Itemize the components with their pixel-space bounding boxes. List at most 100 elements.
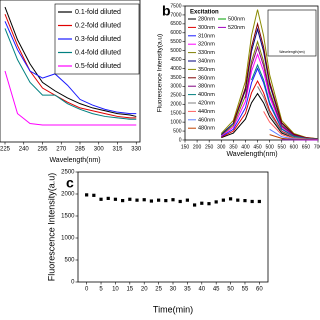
y-tick-label: 2000: [61, 192, 75, 198]
x-tick-label: 225: [0, 147, 11, 153]
x-tick-label: 450: [253, 144, 262, 150]
legend-label: 310nm: [198, 33, 215, 39]
y-tick-label: 2000: [170, 102, 181, 108]
y-tick-label: 6000: [170, 30, 181, 36]
panel-label: c: [66, 175, 74, 191]
inset-frame: [267, 9, 317, 57]
plot-frame: [0, 0, 141, 143]
point: [121, 199, 125, 203]
point: [257, 199, 261, 204]
point: [221, 198, 225, 202]
x-tick-label: 5: [99, 287, 103, 293]
y-tick-label: 500: [64, 258, 75, 264]
legend-label: 330nm: [198, 50, 215, 56]
point: [113, 197, 118, 201]
point: [214, 200, 218, 204]
x-tick-label: 250: [205, 144, 214, 150]
y-tick-label: 1000: [170, 119, 181, 125]
point: [106, 196, 110, 200]
y-tick-label: 500: [173, 128, 182, 134]
point: [178, 199, 182, 204]
x-tick-label: 600: [290, 144, 299, 150]
x-tick-label: 10: [112, 287, 119, 293]
legend-label: 350nm: [198, 67, 215, 73]
x-tick-label: 0: [85, 287, 89, 293]
series-line: [220, 9, 319, 140]
x-tick-label: 35: [184, 287, 191, 293]
x-tick-label: 200: [193, 144, 202, 150]
point: [99, 197, 103, 201]
legend-label: 0.3-fold diluted: [75, 36, 121, 43]
x-tick-label: 20: [141, 287, 148, 293]
x-axis-label: Time(min): [153, 304, 193, 314]
point: [85, 193, 89, 197]
y-tick-label: 4500: [170, 57, 181, 63]
x-tick-label: 45: [213, 287, 220, 293]
x-tick-label: 25: [155, 287, 162, 293]
x-tick-label: 400: [241, 144, 250, 150]
point: [164, 199, 168, 203]
inset-x-label: Wavelength(nm): [279, 50, 305, 54]
legend-label: 0.4-fold diluted: [75, 49, 121, 56]
y-tick-label: 2500: [170, 93, 181, 99]
x-tick-label: 240: [19, 147, 30, 153]
y-axis-label: Fluorescence Intensity(a.u): [157, 34, 164, 112]
point: [250, 199, 254, 204]
legend-label: 340nm: [198, 58, 215, 64]
x-tick-label: 315: [112, 147, 123, 153]
legend-label: 300nm: [198, 25, 215, 31]
y-tick-label: 3500: [170, 75, 181, 81]
legend-label: 280nm: [198, 16, 215, 22]
series-line: [251, 63, 319, 140]
y-tick-label: 7000: [170, 12, 181, 18]
x-axis-label: Wavelength(nm): [226, 151, 277, 158]
x-tick-label: 50: [227, 287, 234, 293]
x-tick-label: 55: [242, 287, 249, 293]
y-tick-label: 1500: [170, 111, 181, 117]
series-line: [232, 21, 319, 140]
point: [128, 197, 132, 201]
x-tick-label: 500: [265, 144, 274, 150]
point: [243, 199, 247, 203]
x-tick-label: 15: [126, 287, 133, 293]
x-tick-label: 60: [256, 287, 263, 293]
point: [135, 198, 139, 202]
point: [142, 198, 146, 202]
legend-label: 480nm: [198, 126, 215, 132]
legend-label: 0.2-fold diluted: [75, 22, 121, 29]
y-axis-label: Fluorescence Intensity(a.u): [46, 173, 56, 282]
y-tick-label: 0: [71, 280, 75, 286]
y-tick-label: 3000: [170, 84, 181, 90]
point: [228, 197, 233, 201]
legend-label: 380nm: [198, 84, 215, 90]
point: [200, 201, 204, 205]
x-tick-label: 285: [75, 147, 86, 153]
legend-label: 460nm: [198, 117, 215, 123]
point: [236, 198, 240, 202]
plot-frame: [77, 171, 269, 283]
point: [207, 202, 211, 206]
series-line: [220, 52, 319, 140]
x-tick-label: 150: [181, 144, 190, 150]
point: [149, 199, 154, 203]
x-tick-label: 30: [170, 287, 177, 293]
point: [192, 203, 197, 207]
legend-title: Excitation: [190, 10, 219, 16]
x-tick-label: 650: [302, 144, 311, 150]
point: [92, 193, 96, 197]
x-tick-label: 350: [229, 144, 238, 150]
point: [171, 198, 175, 202]
y-tick-label: 6500: [170, 21, 181, 27]
legend-label: 360nm: [198, 75, 215, 81]
series-line: [4, 28, 137, 120]
x-tick-label: 550: [278, 144, 287, 150]
x-tick-label: 270: [56, 147, 67, 153]
x-tick-label: 255: [37, 147, 48, 153]
legend-label: 320nm: [198, 42, 215, 48]
y-tick-label: 1500: [61, 214, 75, 220]
legend-label: 420nm: [198, 100, 215, 106]
panel-label: b: [162, 3, 171, 19]
point: [185, 198, 189, 202]
series-line: [4, 21, 137, 115]
